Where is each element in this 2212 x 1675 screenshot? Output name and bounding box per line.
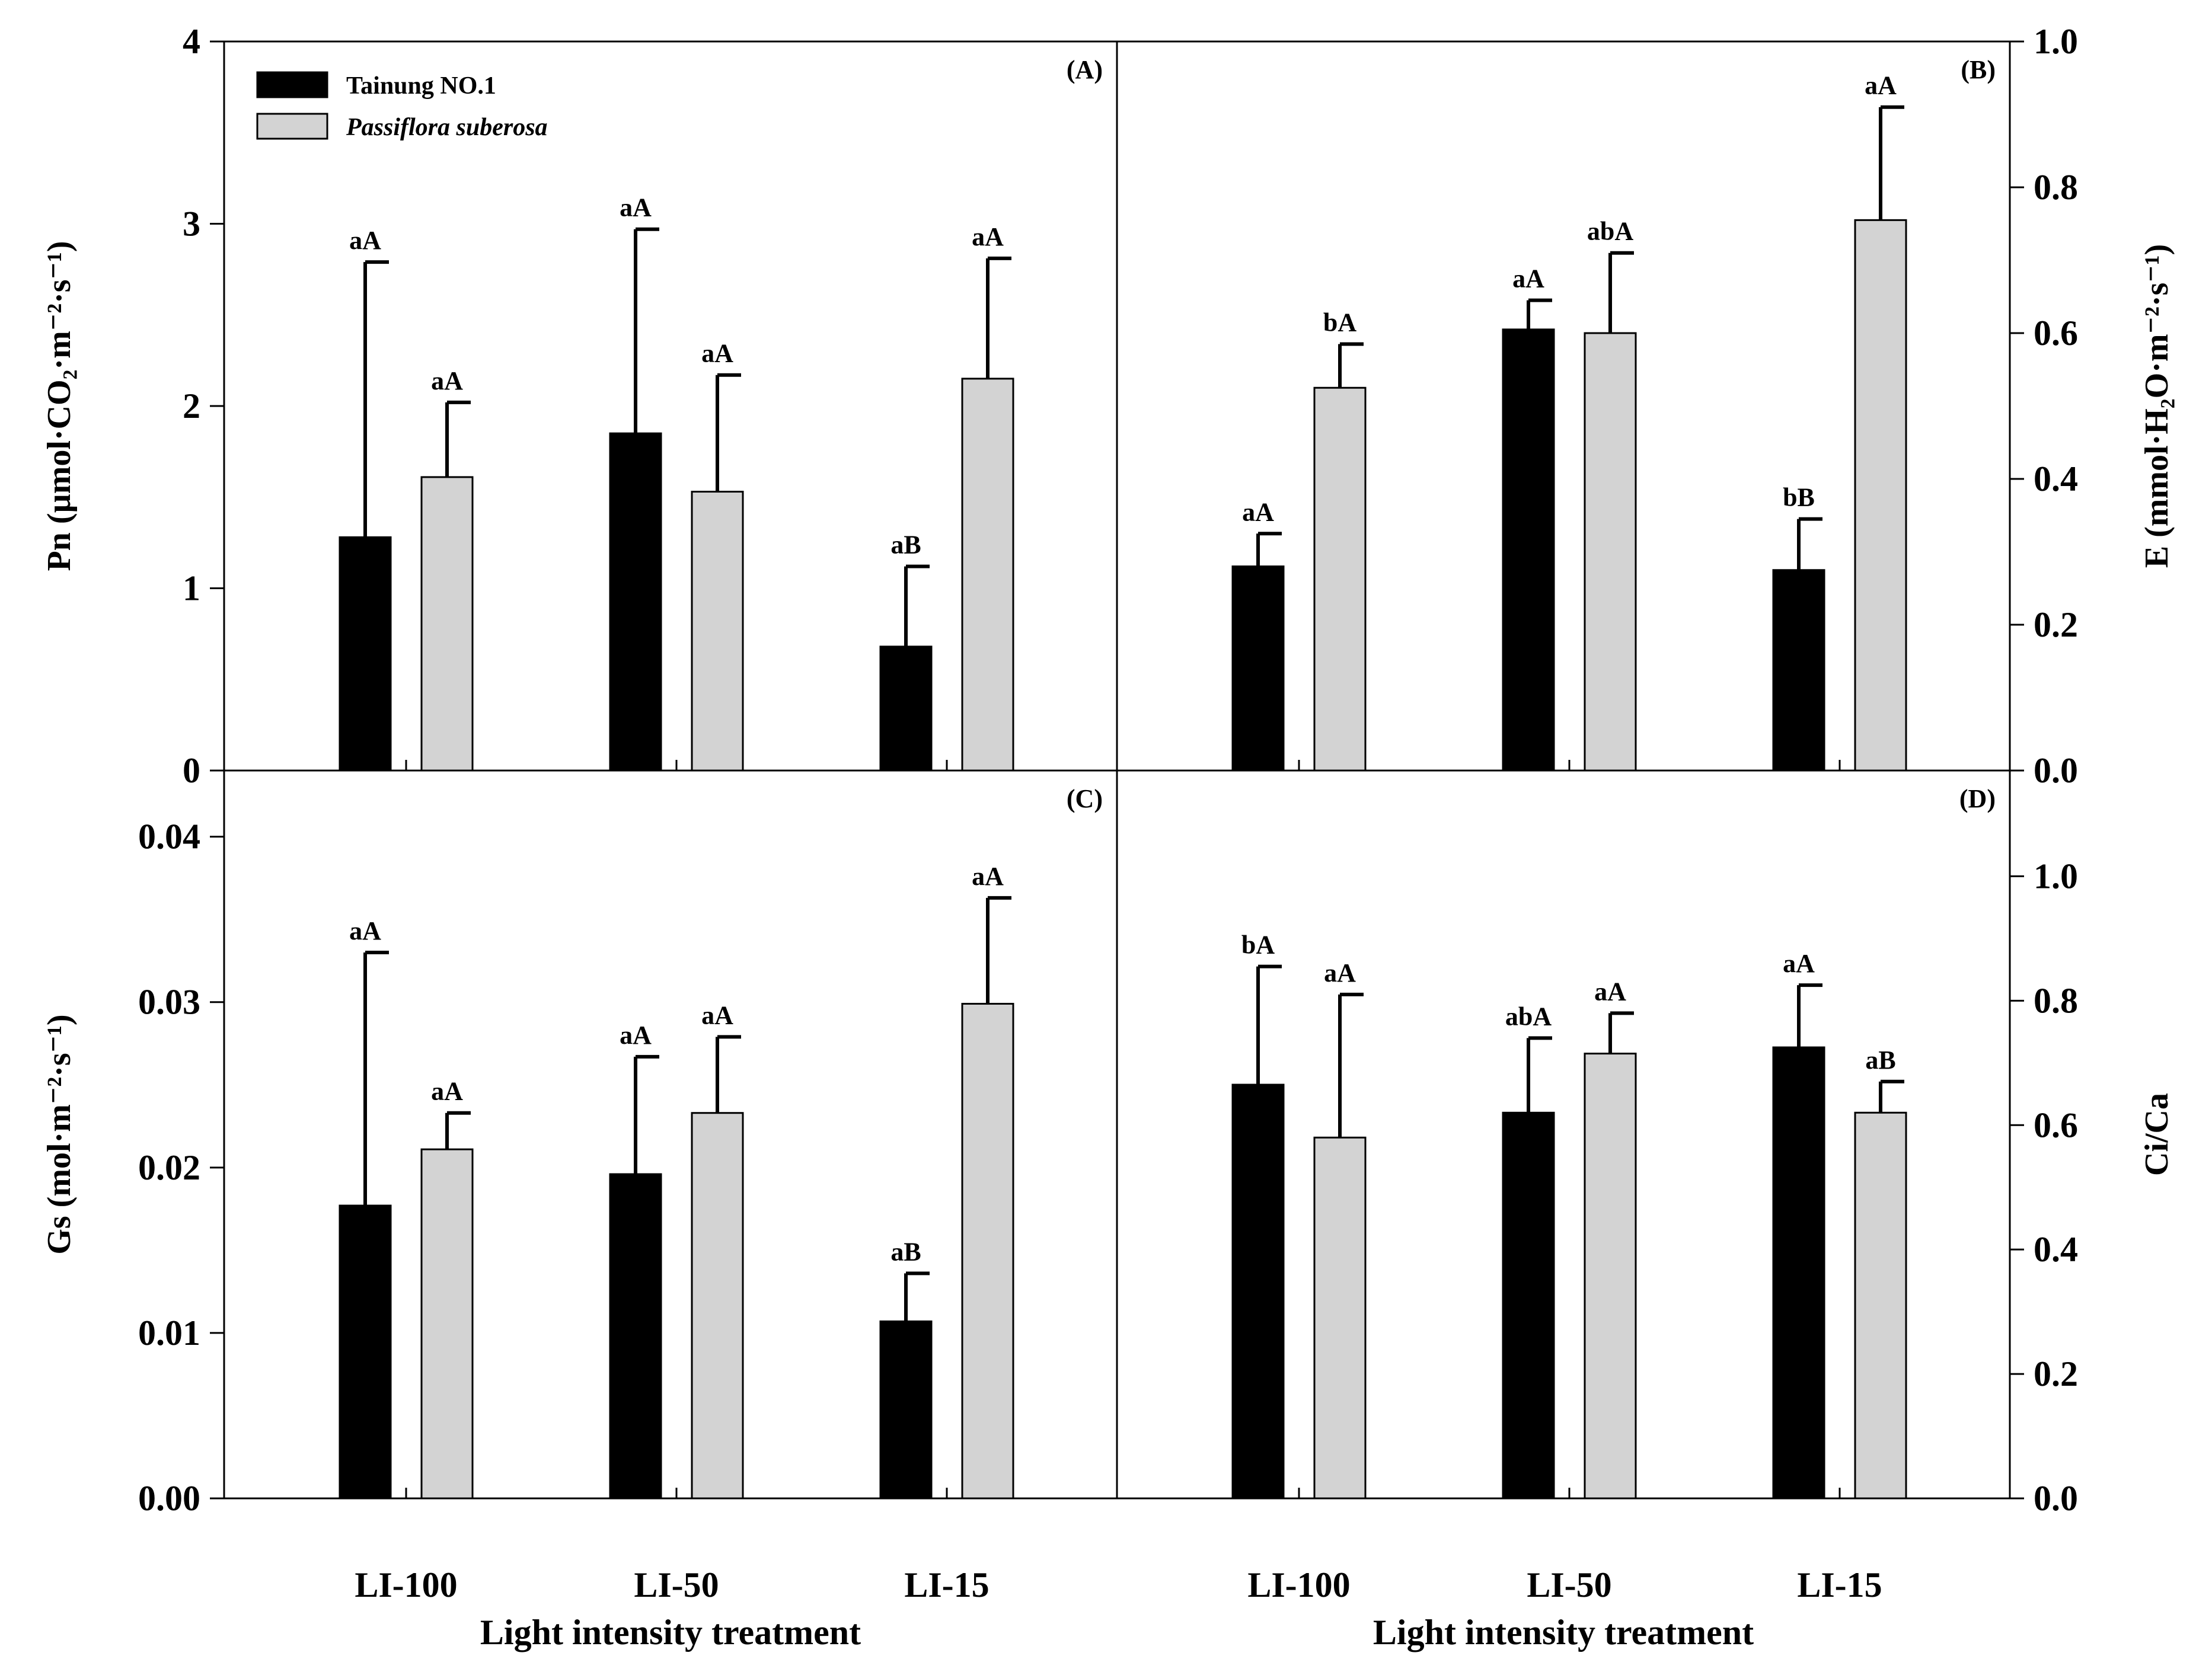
legend-swatch-passiflora bbox=[256, 113, 328, 140]
category-label: LI-50 bbox=[634, 1565, 719, 1604]
bar-tainung bbox=[609, 432, 662, 772]
legend: Tainung NO.1 Passiflora suberosa bbox=[256, 71, 548, 141]
significance-label: aA bbox=[972, 222, 1004, 251]
y-tick-label: 0.2 bbox=[2034, 605, 2078, 644]
y-tick-label: 0.2 bbox=[2034, 1354, 2078, 1393]
panel-2: 0.00 0.01 0.02 0.03 0.04 aA aA LI-100 aA aA LI-50 a… bbox=[41, 769, 1118, 1652]
panel-1: 0.0 0.2 0.4 0.6 0.8 1.0 aA bA aA abA bB aA (B) E (mmo… bbox=[1116, 22, 2175, 790]
bar-passiflora bbox=[1584, 332, 1637, 772]
y-tick-label: 0.0 bbox=[2034, 751, 2078, 790]
panel-0: 0 1 2 3 4 aA aA aA aA aB aA (A) Pn (µmol·CO₂·m⁻²·s⁻¹… bbox=[41, 22, 1118, 790]
y-tick-label: 2 bbox=[183, 386, 200, 426]
y-axis-title: E (mmol·H₂O·m⁻²·s⁻¹) bbox=[2138, 244, 2175, 568]
bar-tainung bbox=[339, 536, 392, 772]
y-tick-label: 0.04 bbox=[138, 817, 200, 856]
bar-tainung bbox=[1502, 1111, 1555, 1500]
bar-passiflora bbox=[1854, 1111, 1907, 1500]
bar-tainung bbox=[1502, 328, 1555, 772]
significance-label: abA bbox=[1587, 217, 1633, 246]
y-tick-label: 0.6 bbox=[2034, 314, 2078, 353]
category-label: LI-100 bbox=[355, 1565, 457, 1604]
panel-label: (C) bbox=[1067, 784, 1103, 813]
significance-label: aB bbox=[890, 1237, 921, 1266]
bar-tainung bbox=[1231, 1083, 1285, 1500]
y-tick-label: 0.8 bbox=[2034, 981, 2078, 1020]
bar-passiflora bbox=[1313, 386, 1367, 772]
bar-tainung bbox=[1772, 569, 1825, 772]
y-axis-title: Gs (mol·m⁻²·s⁻¹) bbox=[41, 1014, 78, 1254]
bar-passiflora bbox=[1313, 1136, 1367, 1500]
y-tick-label: 1.0 bbox=[2034, 22, 2078, 61]
bar-passiflora bbox=[691, 1112, 744, 1500]
y-tick-label: 1.0 bbox=[2034, 856, 2078, 896]
panels-layer: 0 1 2 3 4 aA aA aA aA aB aA (A) Pn (µmol·CO₂·m⁻²·s⁻¹… bbox=[41, 22, 2175, 1652]
significance-label: aA bbox=[431, 1077, 463, 1106]
bar-tainung bbox=[339, 1204, 392, 1500]
y-axis-title: Ci/Ca bbox=[2138, 1093, 2175, 1176]
y-tick-label: 0.03 bbox=[138, 983, 200, 1022]
significance-label: aA bbox=[1594, 977, 1626, 1006]
category-label: LI-15 bbox=[1797, 1565, 1882, 1604]
y-tick-label: 0.01 bbox=[138, 1313, 200, 1353]
significance-label: aA bbox=[701, 1000, 733, 1030]
category-label: LI-100 bbox=[1247, 1565, 1350, 1604]
category-label: LI-50 bbox=[1527, 1565, 1611, 1604]
x-axis-title: Light intensity treatment bbox=[1373, 1613, 1754, 1652]
bar-passiflora bbox=[420, 476, 474, 772]
legend-label-tainung: Tainung NO.1 bbox=[346, 72, 496, 100]
bar-tainung bbox=[1772, 1046, 1825, 1500]
significance-label: aA bbox=[620, 1021, 652, 1050]
significance-label: bA bbox=[1241, 931, 1275, 960]
significance-label: aA bbox=[1783, 949, 1815, 978]
bar-passiflora bbox=[1854, 219, 1907, 772]
significance-label: aA bbox=[701, 339, 733, 368]
significance-label: aB bbox=[1865, 1046, 1895, 1075]
y-tick-label: 0.0 bbox=[2034, 1479, 2078, 1518]
significance-label: aA bbox=[972, 862, 1004, 891]
significance-label: aA bbox=[1242, 497, 1274, 526]
significance-label: bA bbox=[1323, 308, 1356, 337]
y-tick-label: 0.6 bbox=[2034, 1105, 2078, 1145]
significance-label: aA bbox=[1865, 71, 1897, 100]
significance-label: aB bbox=[890, 530, 921, 560]
significance-label: aA bbox=[1324, 958, 1356, 987]
bar-tainung bbox=[879, 1320, 933, 1500]
bar-tainung bbox=[1231, 565, 1285, 772]
bar-passiflora bbox=[691, 491, 744, 772]
bar-tainung bbox=[879, 645, 933, 772]
bar-passiflora bbox=[420, 1148, 474, 1500]
significance-label: aA bbox=[620, 193, 652, 222]
y-axis-title: Pn (µmol·CO₂·m⁻²·s⁻¹) bbox=[41, 241, 78, 571]
y-tick-label: 3 bbox=[183, 204, 200, 244]
y-tick-label: 0.00 bbox=[138, 1479, 200, 1518]
bar-passiflora bbox=[961, 378, 1014, 772]
panel-frame bbox=[1116, 769, 2011, 1500]
y-tick-label: 0.4 bbox=[2034, 459, 2078, 498]
y-tick-label: 0.8 bbox=[2034, 168, 2078, 207]
panel-label: (D) bbox=[1959, 784, 1996, 813]
bar-passiflora bbox=[961, 1003, 1014, 1500]
legend-swatch-tainung bbox=[256, 71, 328, 98]
x-axis-title: Light intensity treatment bbox=[480, 1613, 861, 1652]
bar-tainung bbox=[609, 1173, 662, 1500]
significance-label: aA bbox=[349, 226, 381, 255]
y-tick-label: 4 bbox=[183, 22, 200, 61]
significance-label: aA bbox=[1512, 264, 1544, 293]
category-label: LI-15 bbox=[904, 1565, 989, 1604]
significance-label: abA bbox=[1505, 1002, 1552, 1031]
significance-label: bB bbox=[1783, 483, 1815, 512]
bar-passiflora bbox=[1584, 1053, 1637, 1500]
legend-label-passiflora: Passiflora suberosa bbox=[346, 114, 548, 141]
panel-3: 0.0 0.2 0.4 0.6 0.8 1.0 bA aA LI-100 abA aA LI-50 aA… bbox=[1116, 769, 2175, 1652]
panel-label: (A) bbox=[1067, 55, 1103, 84]
panel-label: (B) bbox=[1961, 55, 1996, 84]
significance-label: aA bbox=[431, 366, 463, 395]
y-tick-label: 1 bbox=[183, 569, 200, 608]
significance-label: aA bbox=[349, 916, 381, 945]
y-tick-label: 0 bbox=[183, 751, 200, 790]
y-tick-label: 0.4 bbox=[2034, 1230, 2078, 1269]
y-tick-label: 0.02 bbox=[138, 1148, 200, 1187]
